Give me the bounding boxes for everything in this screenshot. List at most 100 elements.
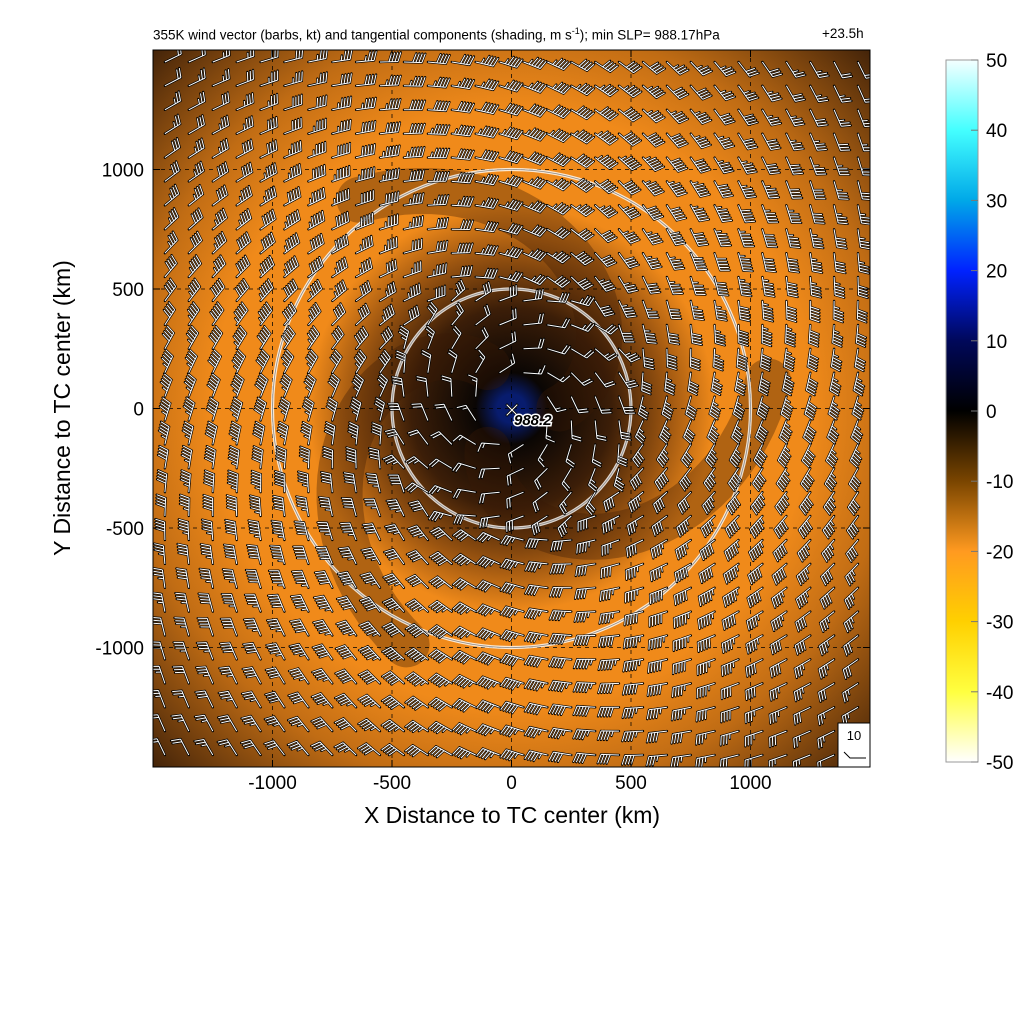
wind-barb	[312, 644, 333, 660]
wind-barb	[308, 302, 321, 326]
wind-barb	[642, 348, 654, 370]
wind-barb	[475, 55, 499, 67]
wind-barb	[468, 374, 478, 397]
wind-barb	[379, 304, 395, 326]
wind-barb	[284, 50, 304, 63]
wind-barb	[350, 397, 362, 421]
wind-barb	[451, 54, 475, 66]
wind-barb	[499, 80, 523, 92]
wind-barb	[381, 695, 405, 710]
wind-barb	[266, 643, 285, 660]
wind-barb	[366, 473, 381, 493]
wind-barb	[809, 109, 828, 127]
wind-barb	[383, 573, 405, 589]
wind-barb	[403, 146, 425, 159]
wind-barb	[220, 642, 238, 660]
colorbar-ticks: 50 40 30 20 10 0 -10 -20 -30 -40 -50	[971, 51, 1013, 774]
wind-barb	[241, 715, 262, 732]
wind-barb	[236, 232, 251, 254]
wind-barb	[260, 140, 278, 159]
wind-barb	[181, 445, 193, 469]
wind-barb	[674, 563, 692, 583]
wind-barb	[698, 587, 715, 606]
wind-barb	[427, 263, 447, 278]
wind-barb	[252, 445, 263, 469]
wind-barb	[714, 133, 735, 149]
wind-barb	[185, 349, 198, 373]
wind-barb	[451, 125, 475, 137]
wind-barb	[200, 543, 214, 564]
wind-barb	[523, 104, 547, 117]
wind-barb	[212, 92, 230, 111]
wind-barb	[622, 706, 644, 719]
wind-barb	[817, 730, 835, 749]
wind-barb	[270, 545, 285, 565]
wind-barb	[210, 278, 225, 302]
wind-barb	[379, 237, 398, 254]
wind-barb	[171, 714, 190, 732]
wind-barb	[642, 300, 659, 319]
wind-barb	[573, 682, 596, 693]
wind-barb	[334, 693, 357, 708]
reference-barb-box: 10	[837, 722, 871, 768]
wind-barb	[714, 61, 736, 77]
wind-barb	[332, 96, 352, 111]
x-tick-label: -500	[373, 773, 411, 794]
wind-barb	[210, 302, 224, 326]
wind-barb	[357, 743, 381, 756]
wind-barb	[175, 592, 190, 612]
wind-barb	[800, 468, 814, 492]
wind-barb	[234, 302, 248, 326]
wind-barb	[557, 515, 572, 538]
wind-barb	[738, 205, 755, 223]
wind-barb	[265, 691, 285, 708]
wind-barb	[475, 79, 499, 91]
wind-barb	[632, 444, 644, 468]
wind-barb	[186, 325, 199, 350]
wind-barb	[818, 658, 835, 679]
wind-barb	[702, 491, 715, 515]
wind-barb	[404, 482, 429, 493]
wind-barb	[588, 468, 598, 492]
wind-barb	[336, 596, 357, 612]
wind-barb	[808, 324, 819, 347]
wind-barb	[164, 254, 177, 278]
wind-barb	[785, 133, 804, 151]
wind-barb	[843, 635, 859, 656]
wind-barb	[809, 276, 822, 298]
wind-barb	[827, 420, 839, 444]
wind-barb	[707, 420, 719, 444]
wind-barb	[770, 635, 787, 655]
wind-barb	[820, 587, 835, 609]
wind-barb	[594, 300, 615, 317]
wind-barb	[379, 145, 400, 159]
wind-barb	[332, 166, 350, 182]
wind-barb	[358, 718, 381, 732]
wind-barb	[236, 185, 252, 206]
wind-barb	[785, 181, 803, 199]
wind-barb	[690, 85, 712, 100]
wind-barb	[153, 592, 166, 612]
wind-barb	[500, 535, 524, 546]
wind-barb	[332, 211, 349, 230]
wind-barb	[547, 372, 571, 383]
wind-barb	[750, 491, 765, 515]
wind-barb	[747, 587, 763, 608]
wind-barb	[824, 468, 837, 492]
wind-barb	[617, 444, 628, 467]
wind-barb	[428, 625, 453, 639]
wind-barb	[738, 157, 757, 174]
y-tick-label: 1000	[102, 161, 144, 182]
wind-barb	[453, 514, 476, 525]
wind-barb	[738, 109, 758, 126]
wind-barb	[313, 619, 333, 636]
wind-barb	[545, 420, 555, 443]
wind-barb	[570, 372, 593, 386]
wind-barb	[833, 133, 851, 151]
wind-barb	[319, 496, 333, 517]
wind-barb	[281, 325, 295, 350]
wind-barb	[359, 621, 381, 636]
wind-barb	[207, 373, 220, 397]
wind-barb	[230, 397, 243, 421]
